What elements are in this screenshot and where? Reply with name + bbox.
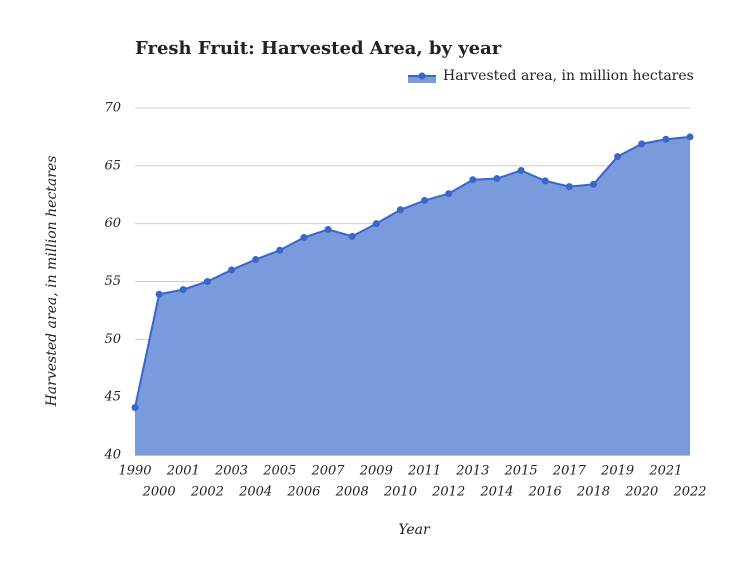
legend-marker: [418, 72, 426, 80]
x-tick-label: 2015: [504, 464, 538, 479]
point: [469, 176, 477, 184]
x-tick-label: 2011: [407, 464, 441, 479]
x-tick-label: 2018: [576, 485, 610, 500]
y-tick-label: 55: [104, 274, 121, 289]
x-tick-label: 2013: [455, 464, 489, 479]
y-axis-title: Harvested area, in million hectares: [44, 156, 60, 408]
point: [565, 183, 573, 191]
x-tick-label: 1990: [118, 464, 151, 479]
area: [135, 136, 690, 455]
x-tick-label: 2010: [383, 485, 417, 500]
point: [203, 278, 211, 285]
x-tick-label: 2004: [238, 485, 272, 500]
x-tick-label: 2001: [166, 464, 200, 479]
point: [348, 232, 356, 240]
x-tick-label: 2016: [528, 485, 562, 500]
y-tick-label: 65: [104, 158, 121, 173]
x-tick-label: 2007: [310, 464, 345, 479]
x-tick-label: 2003: [214, 464, 248, 479]
y-tick-label: 45: [103, 390, 121, 405]
x-tick-label: 2008: [335, 485, 369, 500]
x-tick-label: 2009: [359, 464, 393, 479]
legend-label: Harvested area, in million hectares: [443, 68, 694, 84]
x-tick-label: 2020: [624, 485, 658, 500]
point: [638, 140, 646, 148]
point: [324, 225, 332, 233]
point: [155, 290, 163, 298]
point: [396, 206, 404, 214]
point: [686, 133, 694, 141]
y-tick-label: 40: [103, 448, 121, 463]
point: [589, 180, 597, 188]
x-tick-label: 2006: [286, 485, 320, 500]
point: [517, 166, 525, 174]
point: [541, 177, 549, 185]
line: [134, 135, 691, 408]
y-tick-label: 60: [104, 216, 121, 231]
point: [614, 153, 622, 161]
x-tick-label: 2005: [262, 464, 296, 479]
x-tick-label: 2017: [552, 464, 587, 479]
x-tick-label: 2022: [672, 485, 706, 500]
x-axis-title: Year: [398, 522, 431, 538]
point: [179, 286, 187, 294]
point: [276, 246, 284, 254]
x-tick-label: 2014: [479, 485, 513, 500]
x-tick-label: 2021: [648, 464, 682, 479]
point: [131, 404, 139, 412]
y-tick-label: 50: [104, 332, 121, 347]
y-tick-label: 70: [104, 101, 121, 116]
point: [662, 135, 670, 143]
point: [252, 256, 260, 264]
x-tick-label: 2000: [142, 485, 176, 500]
point: [372, 220, 380, 228]
x-tick-label: 2002: [190, 485, 224, 500]
point: [421, 197, 429, 205]
point: [445, 190, 453, 198]
point: [228, 266, 236, 274]
x-tick-label: 2019: [600, 464, 634, 479]
chart-title: Fresh Fruit: Harvested Area, by year: [135, 38, 502, 59]
point: [300, 234, 308, 242]
x-tick-label: 2012: [431, 485, 465, 500]
point: [493, 175, 501, 183]
